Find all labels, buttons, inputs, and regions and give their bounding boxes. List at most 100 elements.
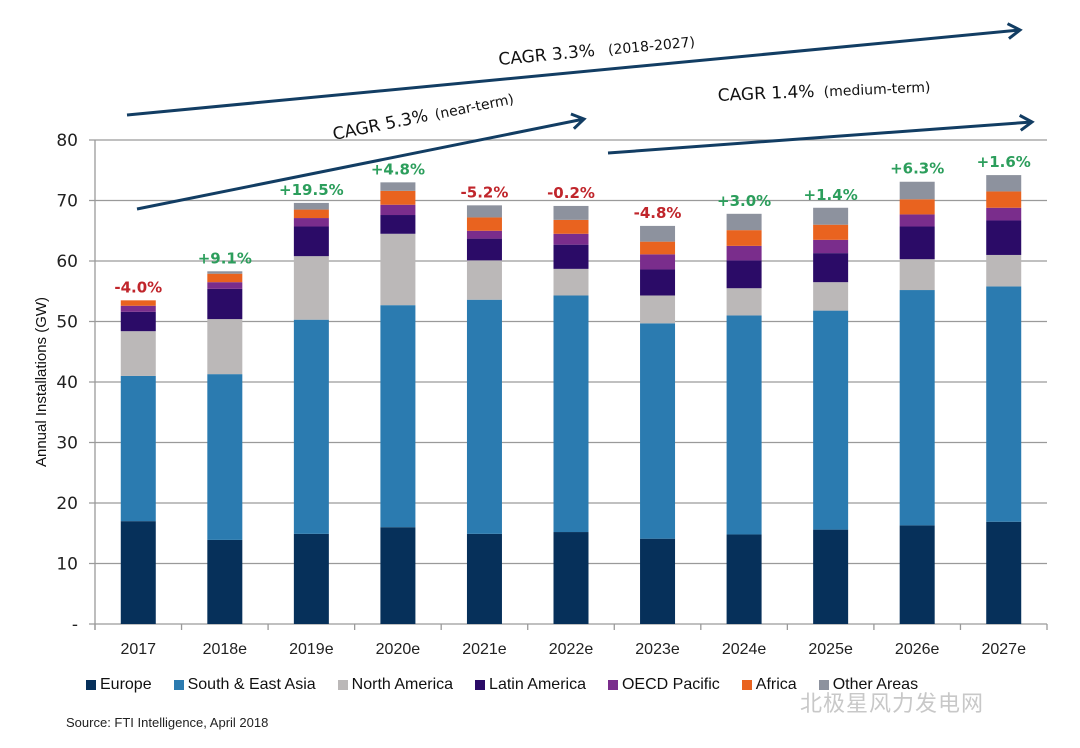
legend-label: South & East Asia — [187, 676, 316, 693]
legend-label: Africa — [755, 676, 797, 693]
bar-segment-europe — [726, 534, 762, 624]
cagr-overall-value: CAGR 3.3% — [498, 41, 596, 70]
bar-segment-africa — [899, 199, 935, 215]
bar-segment-oecd-pacific — [380, 204, 416, 216]
cagr-medium-label: CAGR 1.4% (medium-term) — [717, 80, 930, 106]
cagr-overall-period: (2018-2027) — [607, 34, 695, 58]
legend-item-south-east-asia: South & East Asia — [173, 676, 316, 694]
growth-label: -0.2% — [547, 184, 595, 202]
bar-segment-europe — [120, 521, 156, 624]
bar-segment-africa — [726, 230, 762, 246]
y-tick-label: 60 — [56, 252, 78, 272]
bar-segment-latin-america — [553, 244, 589, 269]
bar-segment-oecd-pacific — [726, 245, 762, 261]
bar-segment-north-america — [553, 268, 589, 296]
bar-segment-latin-america — [466, 238, 502, 261]
cagr-medium-arrow-line — [607, 120, 1033, 155]
y-tick-label: 10 — [56, 555, 78, 575]
source-note: Source: FTI Intelligence, April 2018 — [66, 715, 269, 730]
legend-label: Latin America — [489, 676, 586, 693]
bar-segment-oecd-pacific — [813, 239, 849, 254]
bar-segment-oecd-pacific — [986, 207, 1022, 221]
bar-segment-latin-america — [380, 215, 416, 234]
y-tick-label: 20 — [56, 494, 78, 514]
x-tick-label: 2021e — [462, 641, 507, 658]
bar-segment-north-america — [899, 259, 935, 291]
legend-label: Europe — [100, 676, 152, 693]
growth-label: -5.2% — [461, 183, 509, 201]
cagr-near-arrow-arrowhead-icon — [570, 112, 587, 130]
bar-segment-south-east-asia — [207, 374, 243, 540]
bar-segment-oecd-pacific — [553, 233, 589, 245]
bar-segment-africa — [640, 241, 676, 255]
x-tick-label: 2026e — [895, 641, 940, 658]
y-tick-label: 70 — [56, 192, 78, 212]
bar-segment-oecd-pacific — [293, 218, 329, 227]
watermark: 北极星风力发电网 — [800, 692, 985, 717]
x-tick-label: 2018e — [203, 641, 248, 658]
x-tick-label: 2022e — [549, 641, 594, 658]
bar-segment-latin-america — [293, 226, 329, 257]
bar-segment-latin-america — [813, 253, 849, 283]
bar-segment-north-america — [986, 254, 1022, 287]
cagr-overall-arrow-arrowhead-icon — [1006, 22, 1023, 40]
bar-segment-europe — [293, 533, 329, 624]
growth-label: +6.3% — [890, 160, 944, 178]
cagr-arrows: CAGR 3.3% (2018-2027) CAGR 5.3% (near-term)… — [126, 22, 1035, 211]
cagr-medium-arrow-arrowhead-icon — [1018, 114, 1035, 132]
bar-segment-europe — [899, 525, 935, 624]
bar-segment-other-areas — [726, 213, 762, 231]
bar-segment-oecd-pacific — [899, 214, 935, 227]
bar-segment-europe — [640, 538, 676, 624]
cagr-near-value: CAGR 5.3% — [331, 106, 430, 145]
legend-label: Other Areas — [832, 676, 919, 693]
growth-label: +1.6% — [977, 153, 1031, 171]
legend-swatch — [818, 680, 829, 690]
bar-segment-other-areas — [380, 182, 416, 191]
bar-segment-south-east-asia — [640, 323, 676, 539]
cagr-overall-arrow-line — [126, 28, 1021, 117]
growth-label: +4.8% — [371, 160, 425, 178]
bar-segment-oecd-pacific — [207, 282, 243, 289]
bar-segment-north-america — [466, 260, 502, 300]
x-tick-label: 2027e — [981, 641, 1026, 658]
bar-segment-other-areas — [207, 271, 243, 274]
growth-labels: -4.0% +9.1% +19.5% +4.8% -5.2% -0.2% -4.8% +3.0… — [114, 153, 1030, 296]
x-tick-label: 2020e — [376, 641, 421, 658]
x-tick-label: 2017 — [120, 641, 156, 658]
bar-segment-north-america — [813, 282, 849, 311]
bar-segment-africa — [120, 300, 156, 306]
y-axis-ticks: - 10 20 30 40 50 60 70 80 — [56, 131, 78, 635]
bar-segment-africa — [466, 217, 502, 231]
y-axis-label: Annual Installations (GW) — [33, 297, 50, 467]
legend-swatch — [475, 680, 486, 690]
bar-segment-south-east-asia — [466, 299, 502, 534]
y-tick-label: 50 — [56, 313, 78, 333]
legend-swatch — [86, 680, 96, 690]
bar-segment-latin-america — [899, 226, 935, 260]
cagr-medium-period: (medium-term) — [823, 80, 930, 101]
growth-label: +1.4% — [804, 186, 858, 204]
bar-segment-south-east-asia — [380, 305, 416, 528]
legend-swatch — [173, 680, 184, 690]
legend-label: North America — [351, 676, 454, 693]
bar-segment-other-areas — [553, 205, 589, 220]
bar-segment-south-east-asia — [553, 295, 589, 533]
growth-label: -4.8% — [634, 204, 682, 222]
bar-segment-other-areas — [293, 202, 329, 210]
bar-segment-africa — [986, 191, 1022, 208]
bar-segment-south-east-asia — [120, 375, 156, 522]
cagr-medium-value: CAGR 1.4% — [717, 82, 815, 106]
bar-segment-latin-america — [120, 311, 156, 332]
cagr-near-period: (near-term) — [434, 92, 516, 124]
legend-item-latin-america: Latin America — [475, 676, 586, 694]
y-tick-label: 40 — [56, 373, 78, 393]
bars — [120, 175, 1022, 624]
growth-label: -4.0% — [114, 278, 162, 296]
legend: Europe South & East Asia North America Lati… — [86, 676, 940, 694]
bar-segment-south-east-asia — [986, 286, 1022, 522]
legend-label: OECD Pacific — [621, 676, 720, 693]
bar-segment-oecd-pacific — [640, 254, 676, 270]
x-tick-label: 2024e — [722, 641, 767, 658]
y-tick-label: - — [72, 615, 78, 635]
